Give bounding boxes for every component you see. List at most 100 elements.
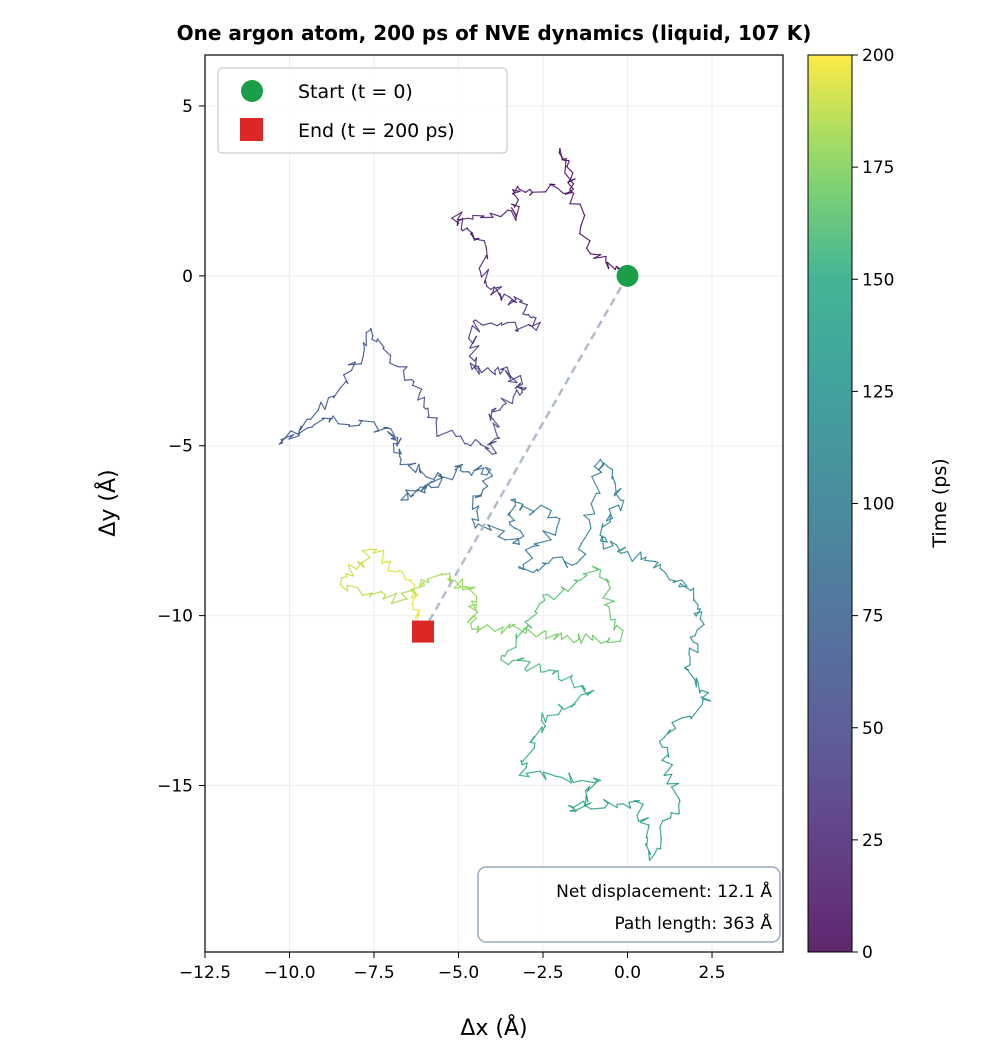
trajectory-segment: [487, 624, 496, 633]
trajectory-segment: [617, 550, 622, 554]
trajectory-segment: [494, 626, 504, 633]
trajectory-segment: [547, 594, 555, 601]
trajectory-segment: [592, 777, 602, 782]
trajectory-segment: [472, 214, 485, 217]
trajectory-segment: [518, 766, 527, 776]
trajectory-segment: [560, 776, 572, 784]
trajectory-segment: [566, 160, 570, 167]
trajectory-segment: [437, 474, 454, 481]
colorbar-tick-label: 75: [862, 607, 884, 627]
trajectory-segment: [518, 657, 525, 662]
trajectory-segment: [678, 800, 681, 806]
legend-end-label: End (t = 200 ps): [298, 120, 455, 142]
trajectory-segment: [546, 713, 560, 717]
trajectory-segment: [693, 611, 703, 614]
trajectory-segment: [532, 321, 541, 327]
trajectory-segment: [679, 582, 692, 592]
trajectory-segment: [518, 566, 534, 574]
trajectory-segment: [482, 322, 492, 326]
trajectory-segment: [502, 402, 507, 406]
trajectory-segment: [311, 423, 316, 428]
legend: Start (t = 0) End (t = 200 ps): [217, 67, 508, 154]
trajectory-segment: [460, 218, 464, 230]
trajectory-segment: [499, 368, 505, 375]
trajectory-segment: [509, 524, 516, 529]
trajectory-segment: [361, 556, 371, 564]
trajectory-segment: [688, 647, 691, 656]
trajectory-segment: [497, 366, 501, 375]
trajectory-segment: [535, 321, 541, 331]
trajectory-segment: [557, 703, 565, 711]
trajectory-segment: [500, 623, 511, 635]
end-marker: [412, 620, 435, 643]
trajectory-segment: [583, 513, 596, 516]
trajectory-segment: [341, 576, 348, 579]
trajectory-segment: [471, 518, 480, 522]
trajectory-segment: [489, 440, 497, 445]
trajectory-segment: [582, 684, 587, 691]
trajectory-segment: [512, 542, 520, 545]
trajectory-segment: [573, 638, 580, 644]
trajectory-segment: [660, 837, 662, 849]
trajectory-segment: [487, 367, 493, 373]
trajectory-segment: [417, 392, 421, 401]
trajectory-segment: [392, 443, 395, 454]
trajectory-segment: [628, 800, 640, 803]
trajectory-segment: [480, 268, 490, 278]
trajectory-segment: [507, 660, 513, 666]
trajectory-segment: [507, 374, 522, 383]
legend-start-marker: [241, 80, 263, 102]
trajectory-segment: [552, 556, 563, 559]
trajectory-segment: [588, 519, 592, 529]
trajectory-segment: [491, 452, 497, 455]
trajectory-segment: [620, 551, 629, 554]
trajectory-segment: [515, 389, 521, 396]
trajectory-segment: [558, 518, 561, 523]
colorbar-tick-label: 50: [862, 719, 884, 739]
trajectory-segment: [557, 669, 560, 680]
trajectory-segment: [659, 820, 664, 828]
trajectory-segment: [423, 487, 426, 494]
trajectory-segment: [682, 715, 692, 719]
trajectory-segment: [480, 367, 489, 374]
trajectory-segment: [437, 479, 443, 488]
trajectory-segment: [694, 629, 698, 637]
trajectory-segment: [661, 759, 673, 766]
y-axis-label: Δy (Å): [94, 469, 121, 536]
trajectory-segment: [599, 523, 604, 536]
trajectory-segment: [497, 530, 505, 538]
trajectory-segment: [358, 419, 375, 423]
trajectory-segment: [702, 692, 710, 699]
trajectory-segment: [579, 574, 588, 581]
trajectory-segment: [509, 515, 516, 521]
trajectory-segment: [580, 527, 592, 545]
trajectory-segment: [553, 588, 565, 601]
trajectory-segment: [474, 523, 479, 529]
trajectory-segment: [572, 800, 585, 808]
trajectory-segment: [689, 635, 696, 638]
trajectory-segment: [404, 378, 412, 381]
trajectory-segment: [454, 465, 462, 468]
trajectory-segment: [608, 606, 612, 621]
trajectory-segment: [644, 559, 656, 563]
trajectory-segment: [474, 367, 480, 375]
trajectory-segment: [456, 211, 463, 221]
trajectory-segment: [569, 189, 575, 195]
trajectory-segment: [571, 562, 578, 566]
trajectory-segment: [362, 342, 365, 350]
trajectory-segment: [580, 214, 586, 227]
trajectory-segment: [347, 361, 356, 366]
trajectory-segment: [501, 322, 509, 326]
trajectory-segment: [648, 851, 651, 861]
trajectory-segment: [381, 560, 387, 565]
trajectory-segment: [692, 641, 699, 645]
trajectory-segment: [474, 319, 482, 325]
trajectory-segment: [515, 527, 521, 532]
trajectory-segment: [371, 338, 378, 343]
trajectory-segment: [339, 584, 349, 592]
trajectory-segment: [400, 592, 408, 600]
trajectory-segment: [390, 428, 396, 438]
trajectory-segment: [699, 611, 703, 620]
x-tick-label: −10.0: [263, 963, 315, 983]
trajectory-segment: [582, 569, 599, 575]
